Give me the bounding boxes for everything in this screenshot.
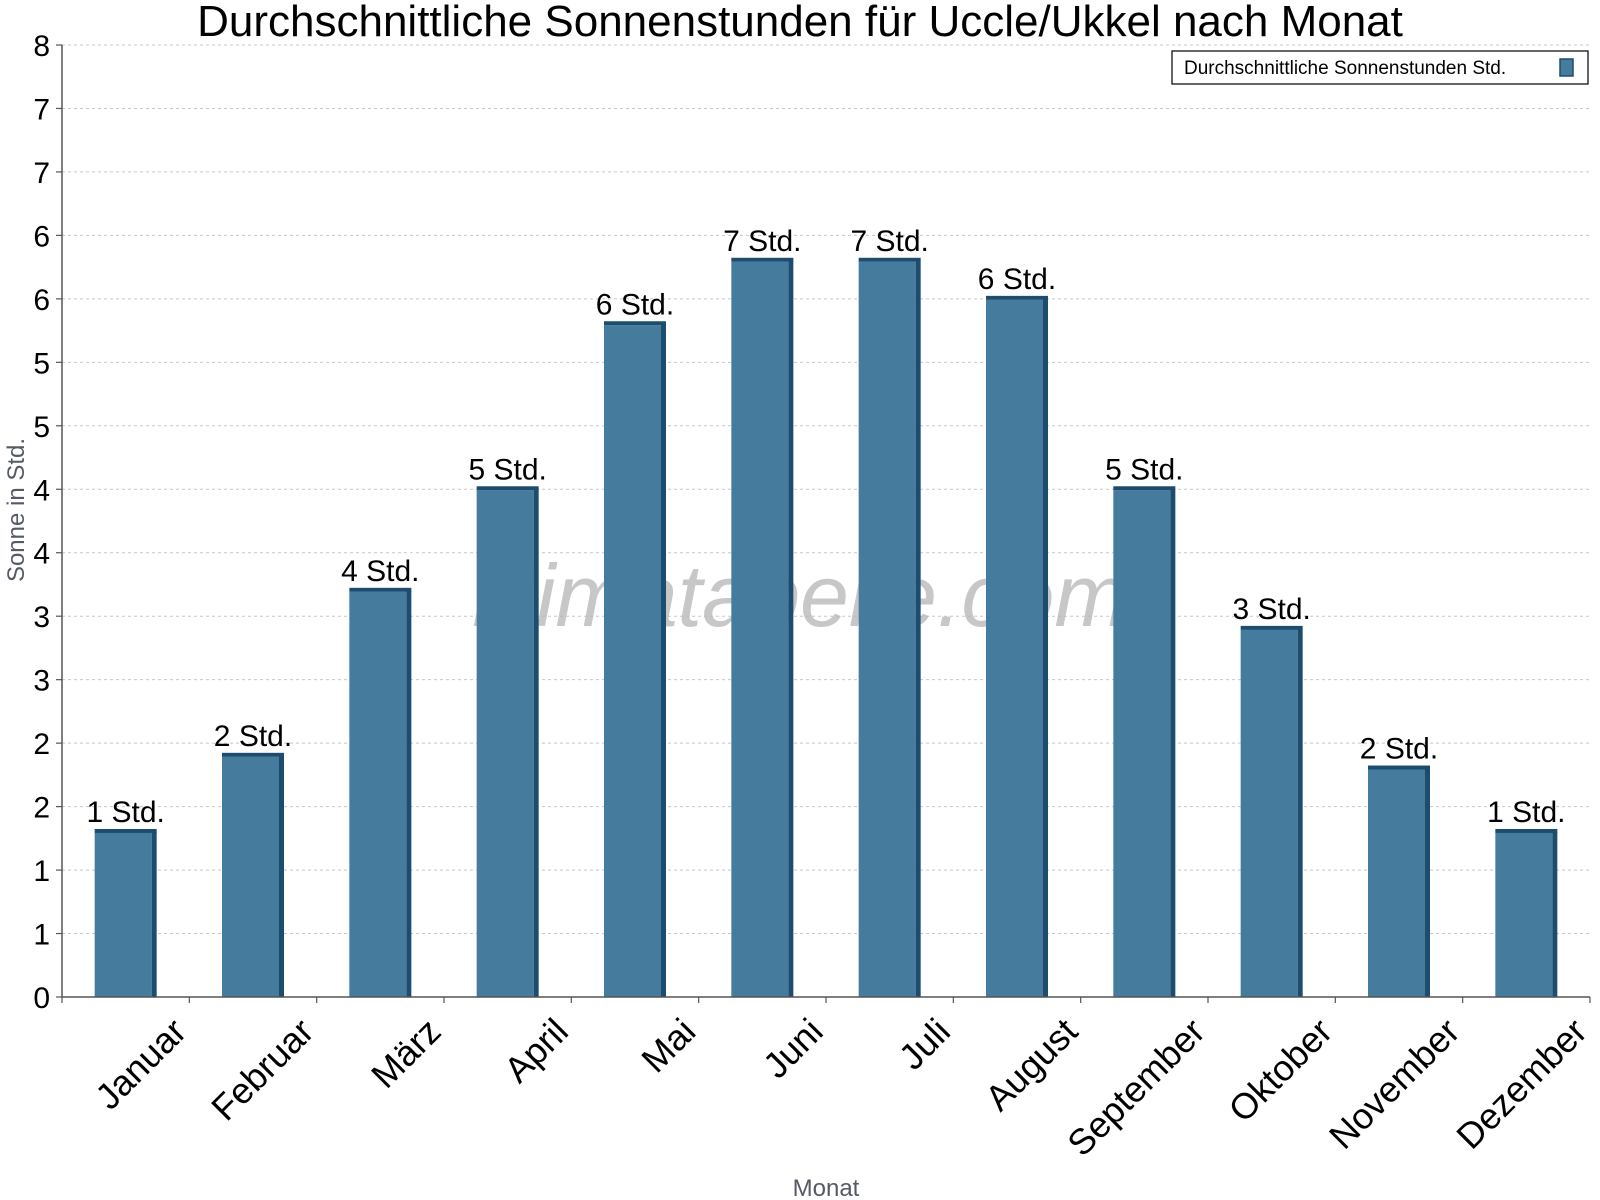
y-tick-label: 6 <box>33 284 50 317</box>
bar-side <box>406 590 412 997</box>
bar-top <box>1113 486 1176 491</box>
y-tick-label: 5 <box>33 411 50 444</box>
y-tick-label: 7 <box>33 157 50 190</box>
bar-side <box>1170 489 1176 997</box>
bar-side <box>788 260 794 998</box>
x-tick-label: November <box>1321 1010 1467 1156</box>
x-tick-label: Dezember <box>1448 1010 1594 1156</box>
bar <box>1368 769 1425 997</box>
y-axis-title: Sonne in Std. <box>3 438 30 582</box>
legend-swatch <box>1559 58 1574 77</box>
data-label: 7 Std. <box>850 225 928 258</box>
data-label: 6 Std. <box>978 263 1056 296</box>
data-label: 7 Std. <box>723 225 801 258</box>
data-labels: 1 Std. 2 Std. 4 Std. 5 Std. 6 Std. 7 Std. 7 St… <box>86 225 1565 829</box>
bar-top <box>1368 765 1430 770</box>
bar-side <box>1043 298 1048 997</box>
x-tick-label: Juni <box>755 1010 831 1086</box>
data-label: 6 Std. <box>596 288 674 321</box>
bar-side <box>533 489 539 997</box>
bar <box>349 591 407 997</box>
data-label: 1 Std. <box>86 796 164 829</box>
bar <box>1240 629 1298 997</box>
y-tick-label: 4 <box>33 538 50 571</box>
y-tick-label: 5 <box>33 347 50 380</box>
legend: Durchschnittliche Sonnenstunden Std. <box>1171 50 1589 85</box>
legend-box <box>1171 50 1589 85</box>
bar-side <box>1297 628 1303 997</box>
x-axis-title: Monat <box>793 1175 860 1200</box>
bar <box>858 261 916 998</box>
y-tick-label: 8 <box>33 30 50 63</box>
bar <box>476 490 534 997</box>
bar-top <box>94 828 157 833</box>
bar-side <box>661 324 666 998</box>
bar-top <box>222 752 284 757</box>
chart-title: Durchschnittliche Sonnenstunden für Uccl… <box>197 0 1403 46</box>
y-tick-label: 0 <box>33 982 50 1015</box>
grid-lines <box>62 44 1590 935</box>
data-label: 2 Std. <box>214 720 292 753</box>
bar <box>731 261 789 998</box>
bar-top <box>1495 828 1558 833</box>
x-tick-label: August <box>977 1010 1085 1118</box>
y-tick-label: 2 <box>33 792 50 825</box>
bar <box>94 832 152 997</box>
x-tick-label: April <box>496 1010 576 1090</box>
bar-side <box>915 260 921 998</box>
bar-top <box>858 257 921 262</box>
y-tick-label: 1 <box>33 919 50 952</box>
data-label: 2 Std. <box>1360 733 1438 766</box>
y-tick-label: 7 <box>33 93 50 126</box>
x-tick-label: Mai <box>633 1010 703 1080</box>
y-tick-label: 2 <box>33 728 50 761</box>
x-tick-label: Oktober <box>1220 1010 1340 1130</box>
y-tick-label: 3 <box>33 665 50 698</box>
y-tick-label: 6 <box>33 220 50 253</box>
bar <box>986 299 1043 997</box>
bar <box>222 756 279 997</box>
y-tick-label: 4 <box>33 474 50 507</box>
data-label: 1 Std. <box>1487 796 1565 829</box>
y-tick-label: 1 <box>33 855 50 888</box>
x-tick-label: September <box>1059 1010 1213 1164</box>
data-label: 4 Std. <box>341 555 419 588</box>
bar-side <box>151 831 157 997</box>
data-label: 5 Std. <box>1105 453 1183 486</box>
legend-label: Durchschnittliche Sonnenstunden Std. <box>1184 58 1506 79</box>
bar <box>1113 490 1171 997</box>
x-tick-label: März <box>363 1010 449 1096</box>
bar-top <box>1240 625 1303 630</box>
axes <box>56 44 1591 1003</box>
y-tick-labels: 0 1 1 2 2 3 3 4 4 5 5 6 6 7 7 8 <box>33 30 50 1015</box>
x-tick-label: Juli <box>891 1010 958 1077</box>
data-label: 5 Std. <box>468 453 546 486</box>
x-tick-label: Februar <box>203 1010 321 1128</box>
bars <box>94 257 1558 998</box>
data-label: 3 Std. <box>1232 593 1310 626</box>
x-tick-labels: Januar Februar März April Mai Juni Juli AugustS… <box>87 1010 1595 1164</box>
bar-top <box>476 486 539 491</box>
bar-top <box>731 257 794 262</box>
x-tick-label: Januar <box>87 1010 194 1117</box>
y-tick-label: 3 <box>33 601 50 634</box>
bar-side <box>1425 768 1430 997</box>
bar <box>604 325 661 998</box>
bar-top <box>604 321 666 326</box>
bar-top <box>349 587 412 592</box>
bar-side <box>1552 831 1558 997</box>
bar-top <box>986 295 1048 300</box>
bar-side <box>279 755 284 997</box>
bar <box>1495 832 1553 997</box>
